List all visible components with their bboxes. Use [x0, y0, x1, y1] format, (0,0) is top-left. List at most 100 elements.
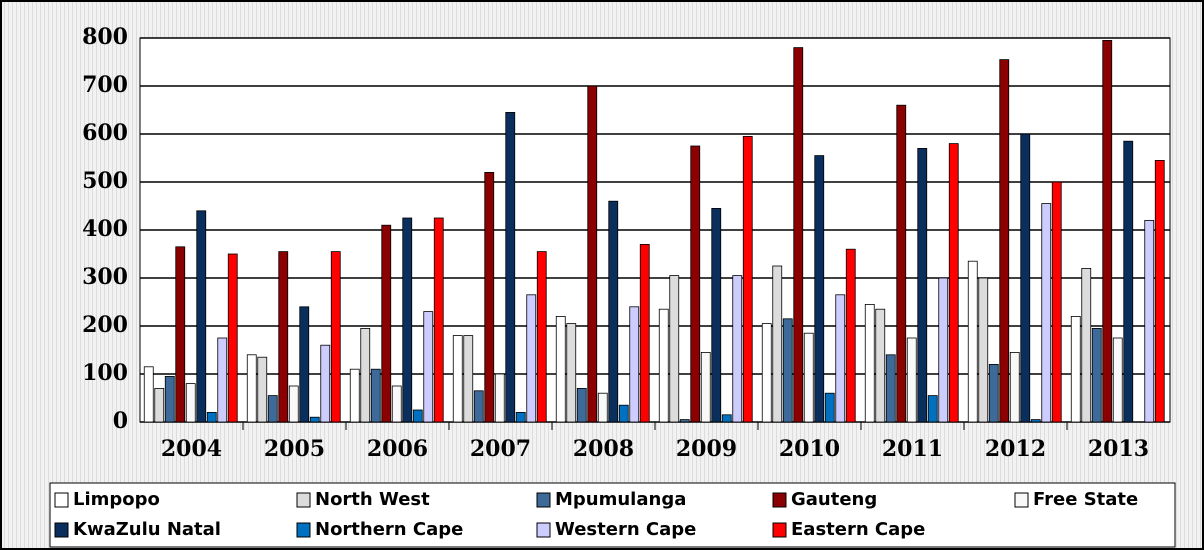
bar — [967, 260, 978, 423]
legend-swatch — [536, 522, 551, 538]
bar — [278, 251, 289, 423]
y-tick-label: 200 — [82, 312, 128, 338]
bar — [1070, 315, 1081, 423]
y-tick-label: 700 — [82, 72, 128, 98]
bar — [721, 414, 732, 423]
bar — [391, 385, 402, 423]
legend — [49, 482, 1176, 548]
bar — [505, 112, 516, 423]
bar — [154, 387, 165, 423]
bar — [320, 344, 331, 423]
bar — [608, 200, 619, 423]
bar — [896, 104, 907, 423]
bar — [412, 409, 423, 423]
bar — [536, 251, 547, 423]
bar — [526, 294, 537, 423]
bar — [1030, 419, 1041, 423]
bar — [1051, 181, 1062, 423]
bar — [885, 354, 896, 423]
bar — [288, 385, 299, 423]
x-tick-label: 2012 — [985, 436, 1046, 462]
bar — [679, 419, 690, 423]
bar — [803, 332, 814, 423]
bar — [227, 253, 238, 423]
bar — [917, 147, 928, 423]
x-tick-label: 2005 — [264, 436, 325, 462]
legend-swatch — [54, 492, 69, 508]
bar — [742, 135, 753, 423]
y-tick-label: 100 — [82, 360, 128, 386]
legend-swatch — [772, 492, 787, 508]
bar — [793, 47, 804, 423]
bar — [1112, 337, 1123, 423]
legend-swatch — [296, 522, 311, 538]
bar — [700, 351, 711, 423]
legend-label: Mpumulanga — [555, 489, 686, 510]
bar — [299, 306, 310, 423]
x-tick-label: 2010 — [779, 436, 840, 462]
bar — [494, 373, 505, 423]
bar — [484, 171, 495, 423]
legend-swatch — [536, 492, 551, 508]
bar — [1081, 267, 1092, 423]
bar — [814, 155, 825, 423]
bar — [999, 59, 1010, 423]
bar — [629, 306, 640, 423]
legend-label: Eastern Cape — [791, 519, 925, 540]
legend-swatch — [1014, 492, 1029, 508]
legend-label: Northern Cape — [315, 519, 463, 540]
y-tick-label: 300 — [82, 264, 128, 290]
bar — [175, 246, 186, 423]
x-tick-label: 2013 — [1088, 436, 1149, 462]
bar — [206, 411, 217, 423]
bar — [246, 354, 257, 423]
bar — [402, 217, 413, 423]
bar — [1144, 219, 1155, 423]
bar — [381, 224, 392, 423]
x-tick-label: 2011 — [882, 436, 943, 462]
bar — [711, 207, 722, 423]
legend-label: Limpopo — [73, 489, 160, 510]
bar — [515, 411, 526, 423]
y-tick-label: 600 — [82, 120, 128, 146]
bar — [927, 395, 938, 423]
bar — [143, 366, 154, 423]
bar — [463, 335, 474, 423]
bar — [257, 356, 268, 423]
bar — [824, 392, 835, 423]
bar — [1009, 351, 1020, 423]
bar — [658, 308, 669, 423]
bar — [360, 327, 371, 423]
x-tick-label: 2006 — [367, 436, 428, 462]
bar — [1154, 159, 1165, 423]
bar — [164, 375, 175, 423]
legend-label: Gauteng — [791, 489, 877, 510]
bar — [370, 368, 381, 423]
x-tick-label: 2004 — [161, 436, 222, 462]
bar — [639, 243, 650, 423]
bar — [185, 383, 196, 423]
bar — [587, 85, 598, 423]
bar — [576, 387, 587, 423]
bar — [217, 337, 228, 423]
bar — [473, 390, 484, 423]
bar — [864, 303, 875, 423]
bar — [835, 294, 846, 423]
bar — [761, 323, 772, 423]
bar — [423, 311, 434, 423]
x-tick-label: 2008 — [573, 436, 634, 462]
bar — [782, 318, 793, 423]
legend-label: Free State — [1033, 489, 1138, 510]
bar — [1041, 203, 1052, 423]
bar — [452, 335, 463, 423]
y-tick-label: 0 — [113, 408, 128, 434]
bar — [978, 277, 989, 423]
y-tick-label: 400 — [82, 216, 128, 242]
bar — [732, 275, 743, 423]
bar — [1091, 327, 1102, 423]
bar — [875, 308, 886, 423]
legend-swatch — [772, 522, 787, 538]
y-tick-label: 500 — [82, 168, 128, 194]
legend-swatch — [54, 522, 69, 538]
bar — [330, 251, 341, 423]
